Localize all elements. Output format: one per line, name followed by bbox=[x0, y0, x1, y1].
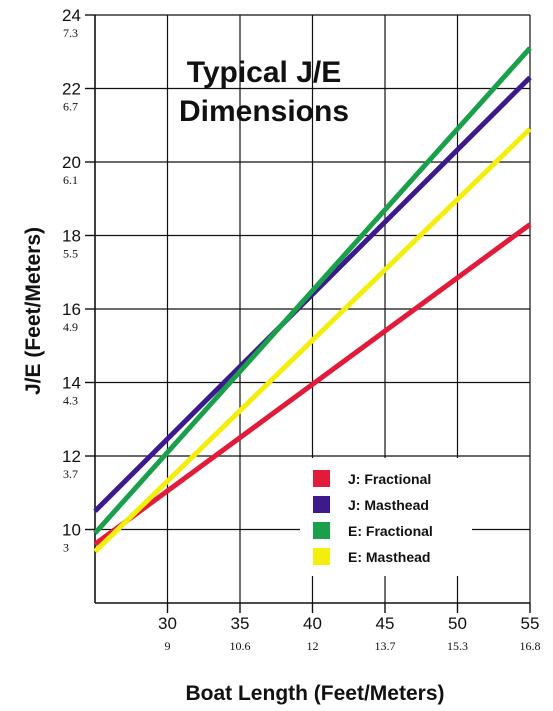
y-tick-label-metric: 4.3 bbox=[63, 394, 78, 408]
y-tick-label-metric: 4.9 bbox=[63, 320, 78, 334]
series-lines bbox=[93, 46, 532, 554]
x-tick-label-metric: 16.8 bbox=[520, 639, 541, 653]
y-tick-label: 10 bbox=[62, 521, 81, 540]
x-tick-labels: 30 9 35 10.6 40 12 45 13.7 50 15.3 55 16.8 bbox=[158, 603, 541, 653]
x-axis-label: Boat Length (Feet/Meters) bbox=[185, 682, 444, 705]
legend-label: J: Fractional bbox=[348, 471, 431, 487]
x-tick-label: 55 bbox=[521, 614, 540, 633]
y-tick-label: 12 bbox=[62, 447, 81, 466]
y-tick-labels: 103 123.7 144.3 164.9 185.5 206.1 226.7 247.3 bbox=[62, 6, 95, 555]
legend-swatch bbox=[313, 496, 330, 513]
chart-title-line-1: Typical J/E bbox=[187, 56, 342, 89]
y-tick-label: 14 bbox=[62, 374, 81, 393]
y-tick-label-metric: 3 bbox=[63, 541, 69, 555]
legend-swatch bbox=[313, 522, 330, 539]
y-tick-label: 24 bbox=[62, 6, 81, 25]
x-tick-label-metric: 12 bbox=[307, 639, 319, 653]
x-tick-label-metric: 15.3 bbox=[447, 639, 468, 653]
x-tick-label-metric: 10.6 bbox=[230, 639, 251, 653]
y-tick-label-metric: 3.7 bbox=[63, 467, 78, 481]
y-tick-label: 22 bbox=[62, 80, 81, 99]
x-tick-label: 35 bbox=[231, 614, 250, 633]
x-tick-label: 30 bbox=[158, 614, 177, 633]
y-axis-label: J/E (Feet/Meters) bbox=[22, 227, 45, 395]
y-tick-label-metric: 5.5 bbox=[63, 247, 78, 261]
legend-label: E: Masthead bbox=[348, 549, 430, 565]
grid bbox=[95, 14, 531, 603]
chart-title: Typical J/E Dimensions bbox=[179, 56, 349, 128]
legend-label: E: Fractional bbox=[348, 523, 433, 539]
y-tick-label-metric: 6.1 bbox=[63, 173, 78, 187]
x-tick-label-metric: 9 bbox=[165, 639, 171, 653]
y-tick-label-metric: 6.7 bbox=[63, 100, 78, 114]
x-tick-label-metric: 13.7 bbox=[375, 639, 396, 653]
legend: J: Fractional J: Masthead E: Fractional E: … bbox=[300, 458, 472, 576]
legend-swatch bbox=[313, 470, 330, 487]
series-line bbox=[93, 127, 532, 554]
x-tick-label: 40 bbox=[303, 614, 322, 633]
legend-swatch bbox=[313, 548, 330, 565]
chart-title-line-2: Dimensions bbox=[179, 95, 349, 128]
legend-label: J: Masthead bbox=[348, 497, 429, 513]
x-tick-label: 50 bbox=[448, 614, 467, 633]
x-tick-label: 45 bbox=[376, 614, 395, 633]
y-tick-label: 20 bbox=[62, 153, 81, 172]
series-line bbox=[93, 222, 532, 547]
y-tick-label: 16 bbox=[62, 300, 81, 319]
series-line bbox=[93, 46, 532, 535]
y-tick-label-metric: 7.3 bbox=[63, 26, 78, 40]
y-tick-label: 18 bbox=[62, 227, 81, 246]
